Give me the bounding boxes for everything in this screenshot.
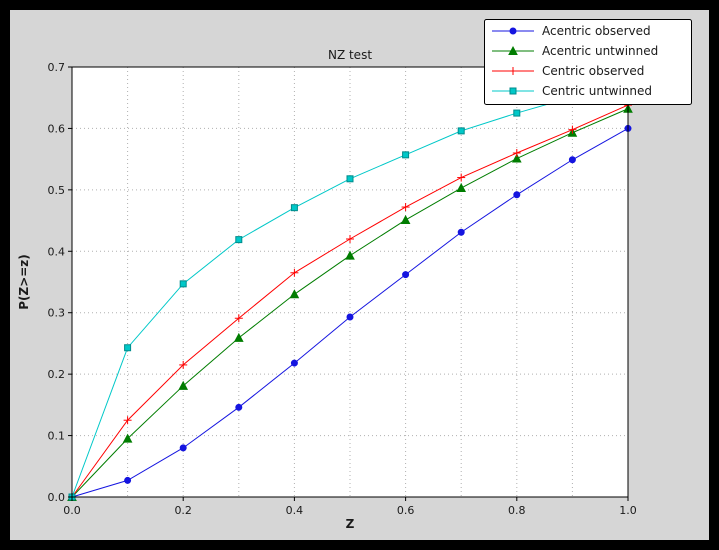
- legend-samples: [492, 27, 534, 95]
- triangle-marker: [345, 250, 355, 260]
- x-tick-label: 0.6: [397, 504, 415, 517]
- circle-marker: [457, 228, 465, 236]
- square-marker: [346, 175, 354, 183]
- square-marker: [290, 204, 298, 212]
- y-tick-label: 0.7: [48, 61, 66, 74]
- square-marker: [509, 87, 517, 95]
- triangle-marker: [178, 380, 189, 390]
- x-tick-label: 0.0: [63, 504, 81, 517]
- x-axis-label: Z: [346, 517, 355, 531]
- circle-marker: [568, 156, 576, 164]
- plot-area: [72, 67, 628, 497]
- triangle-marker: [289, 289, 300, 299]
- circle-marker: [235, 403, 243, 411]
- y-axis-label: P(Z>=z): [17, 254, 31, 310]
- legend-box: [484, 19, 692, 105]
- x-tick-label: 0.4: [286, 504, 304, 517]
- triangle-marker: [122, 433, 133, 443]
- legend-label-acentric-observed: Acentric observed: [542, 24, 651, 38]
- grid-layer: [72, 67, 628, 497]
- circle-marker: [513, 191, 521, 199]
- triangle-marker: [233, 332, 244, 342]
- x-tick-label: 0.2: [174, 504, 192, 517]
- y-tick-label: 0.2: [48, 368, 66, 381]
- circle-marker: [509, 27, 517, 35]
- y-tick-label: 0.0: [48, 491, 66, 504]
- square-marker: [457, 127, 465, 135]
- legend-label-centric-observed: Centric observed: [542, 64, 644, 78]
- y-tick-label: 0.3: [48, 307, 66, 320]
- square-marker: [179, 280, 187, 288]
- triangle-marker: [456, 182, 467, 193]
- square-marker: [124, 344, 132, 352]
- circle-marker: [179, 444, 187, 452]
- tick-layer: 0.0 0.2 0.4 0.6 0.8 1.0 0.0 0.1 0.2 0.3 0.4 0.5 0.6 0…: [48, 61, 637, 517]
- legend: Acentric observed Acentric untwinned Cen…: [484, 19, 692, 105]
- circle-marker: [402, 271, 410, 279]
- circle-marker: [124, 476, 132, 484]
- triangle-marker: [400, 214, 411, 224]
- legend-label-centric-untwinned: Centric untwinned: [542, 84, 652, 98]
- series-layer: [67, 83, 633, 501]
- chart-title: NZ test: [328, 48, 372, 62]
- triangle-marker: [508, 45, 518, 55]
- square-marker: [235, 236, 243, 244]
- y-tick-label: 0.1: [48, 430, 66, 443]
- circle-marker: [346, 313, 354, 321]
- square-marker: [513, 109, 521, 117]
- circle-marker: [290, 359, 298, 367]
- y-tick-label: 0.4: [48, 245, 66, 258]
- y-tick-label: 0.6: [48, 122, 66, 135]
- x-tick-label: 1.0: [619, 504, 637, 517]
- square-marker: [402, 151, 410, 159]
- x-tick-label: 0.8: [508, 504, 526, 517]
- axes-border: [71, 66, 629, 498]
- triangle-marker: [511, 153, 522, 163]
- legend-label-acentric-untwinned: Acentric untwinned: [542, 44, 658, 58]
- y-tick-label: 0.5: [48, 184, 66, 197]
